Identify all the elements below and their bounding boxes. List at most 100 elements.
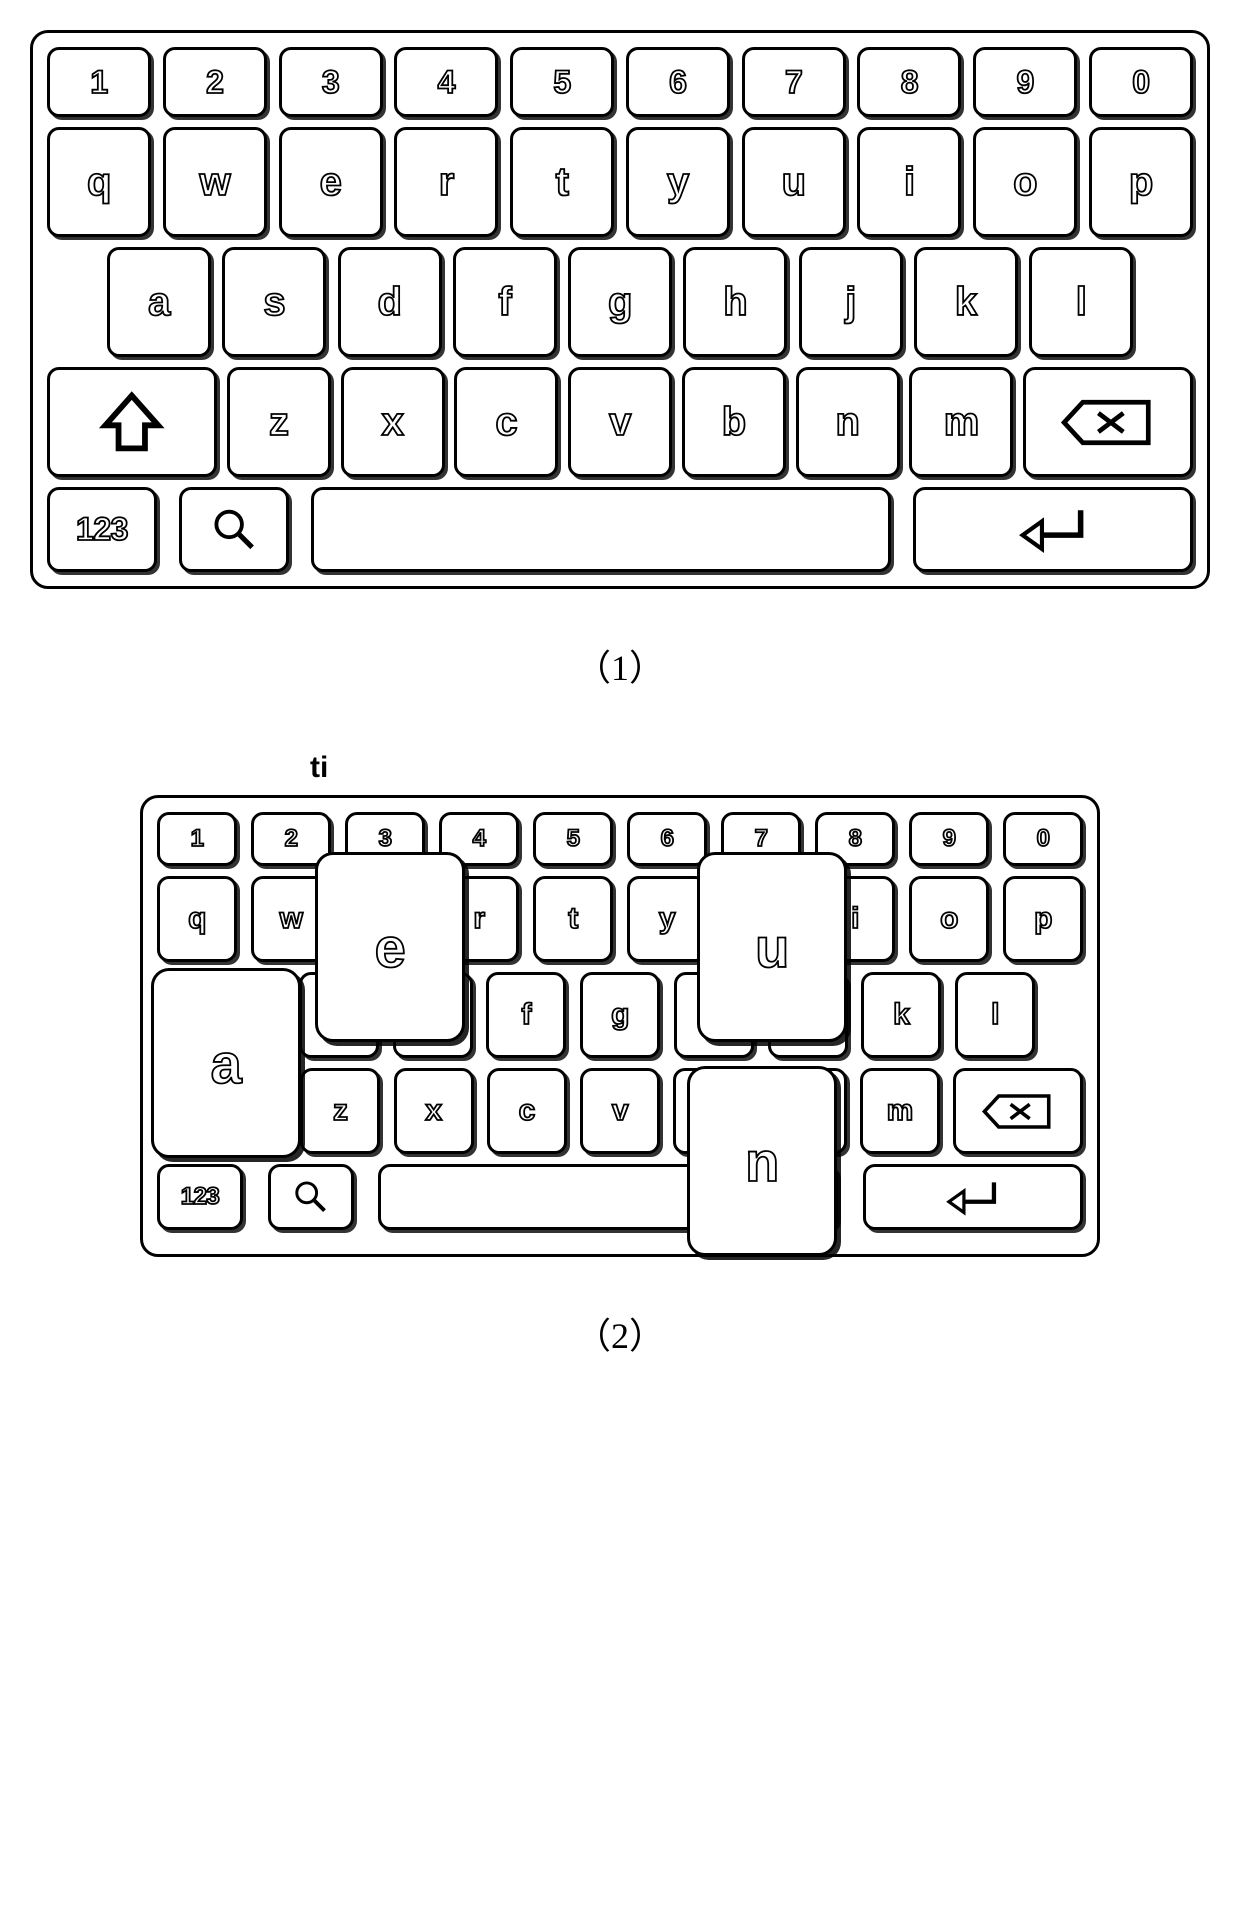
key-3[interactable]: 3 [279, 47, 383, 117]
return-key[interactable] [913, 487, 1193, 572]
key-0-label: 0 [1037, 825, 1050, 853]
numeric-key[interactable]: 123 [47, 487, 157, 572]
key-9[interactable]: 9 [973, 47, 1077, 117]
key-9[interactable]: 9 [909, 812, 989, 866]
caption-1: （1） [30, 639, 1210, 691]
key-b[interactable]: b [682, 367, 786, 477]
key-i-label: i [851, 902, 859, 936]
key-8[interactable]: 8 [857, 47, 961, 117]
key-z[interactable]: z [300, 1068, 380, 1154]
key-w[interactable]: w [163, 127, 267, 237]
key-f[interactable]: f [453, 247, 557, 357]
shift-key[interactable] [47, 367, 217, 477]
key-6[interactable]: 6 [627, 812, 707, 866]
backspace-key[interactable] [1023, 367, 1193, 477]
key-g[interactable]: g [580, 972, 660, 1058]
key-k-label: k [955, 280, 977, 325]
key-z[interactable]: z [227, 367, 331, 477]
key-s-label: s [263, 280, 285, 325]
key-f[interactable]: f [486, 972, 566, 1058]
key-1[interactable]: 1 [157, 812, 237, 866]
key-e[interactable]: e [279, 127, 383, 237]
key-i[interactable]: i [857, 127, 961, 237]
search-key[interactable] [268, 1164, 354, 1230]
key-k[interactable]: k [861, 972, 941, 1058]
key-g[interactable]: g [568, 247, 672, 357]
key-1[interactable]: 1 [47, 47, 151, 117]
key-0[interactable]: 0 [1003, 812, 1083, 866]
key-2-label: 2 [285, 825, 298, 853]
caption-2: （2） [30, 1307, 1210, 1359]
key-q[interactable]: q [157, 876, 237, 962]
key-v[interactable]: v [580, 1068, 660, 1154]
key-x[interactable]: x [394, 1068, 474, 1154]
key-m[interactable]: m [909, 367, 1013, 477]
space-key[interactable] [311, 487, 891, 572]
key-m-label: m [887, 1094, 913, 1128]
numeric-key[interactable]: 123 [157, 1164, 243, 1230]
key-u[interactable]: u [742, 127, 846, 237]
key-5-label: 5 [567, 825, 580, 853]
key-c[interactable]: c [487, 1068, 567, 1154]
key-1-label: 1 [191, 825, 204, 853]
key-g-label: g [611, 998, 629, 1032]
key-t[interactable]: t [533, 876, 613, 962]
popup-key-u-label: u [755, 915, 789, 980]
key-7[interactable]: 7 [742, 47, 846, 117]
search-key[interactable] [179, 487, 289, 572]
key-y-label: y [667, 160, 689, 205]
key-h[interactable]: h [683, 247, 787, 357]
key-x-label: x [382, 400, 404, 445]
key-s[interactable]: s [222, 247, 326, 357]
key-p-label: p [1129, 160, 1153, 205]
key-5[interactable]: 5 [533, 812, 613, 866]
backspace-key[interactable] [953, 1068, 1083, 1154]
key-2[interactable]: 2 [163, 47, 267, 117]
key-f-label: f [498, 280, 511, 325]
key-p[interactable]: p [1089, 127, 1193, 237]
key-q[interactable]: q [47, 127, 151, 237]
key-4[interactable]: 4 [394, 47, 498, 117]
key-x[interactable]: x [341, 367, 445, 477]
key-p-label: p [1034, 902, 1052, 936]
key-v[interactable]: v [568, 367, 672, 477]
key-n-label: n [836, 400, 860, 445]
key-x-label: x [425, 1094, 441, 1128]
key-l[interactable]: l [1029, 247, 1133, 357]
key-t-label: t [568, 902, 578, 936]
keyboard-1: 1234567890qwertyuiopasdfghjkl zxcvbnm 12… [30, 30, 1210, 589]
key-3-label: 3 [322, 64, 339, 101]
key-q-label: q [87, 160, 111, 205]
popup-key-u[interactable]: u [697, 852, 847, 1042]
key-6[interactable]: 6 [626, 47, 730, 117]
popup-key-e[interactable]: e [315, 852, 465, 1042]
key-1-label: 1 [90, 64, 107, 101]
key-5[interactable]: 5 [510, 47, 614, 117]
return-key[interactable] [863, 1164, 1083, 1230]
key-r[interactable]: r [394, 127, 498, 237]
key-d[interactable]: d [338, 247, 442, 357]
key-l-label: l [1076, 280, 1087, 325]
key-o[interactable]: o [909, 876, 989, 962]
key-o[interactable]: o [973, 127, 1077, 237]
key-w-label: w [199, 160, 230, 205]
key-t[interactable]: t [510, 127, 614, 237]
key-y[interactable]: y [627, 876, 707, 962]
key-9-label: 9 [1016, 64, 1033, 101]
key-y[interactable]: y [626, 127, 730, 237]
key-0-label: 0 [1132, 64, 1149, 101]
typed-text: ti [310, 751, 1210, 785]
key-k[interactable]: k [914, 247, 1018, 357]
key-u-label: u [782, 160, 806, 205]
key-n[interactable]: n [796, 367, 900, 477]
key-o-label: o [1013, 160, 1037, 205]
popup-key-a[interactable]: a [151, 968, 301, 1158]
popup-key-n[interactable]: n [687, 1066, 837, 1256]
key-m[interactable]: m [860, 1068, 940, 1154]
key-0[interactable]: 0 [1089, 47, 1193, 117]
key-l[interactable]: l [955, 972, 1035, 1058]
key-p[interactable]: p [1003, 876, 1083, 962]
key-c[interactable]: c [454, 367, 558, 477]
key-j[interactable]: j [799, 247, 903, 357]
key-a[interactable]: a [107, 247, 211, 357]
